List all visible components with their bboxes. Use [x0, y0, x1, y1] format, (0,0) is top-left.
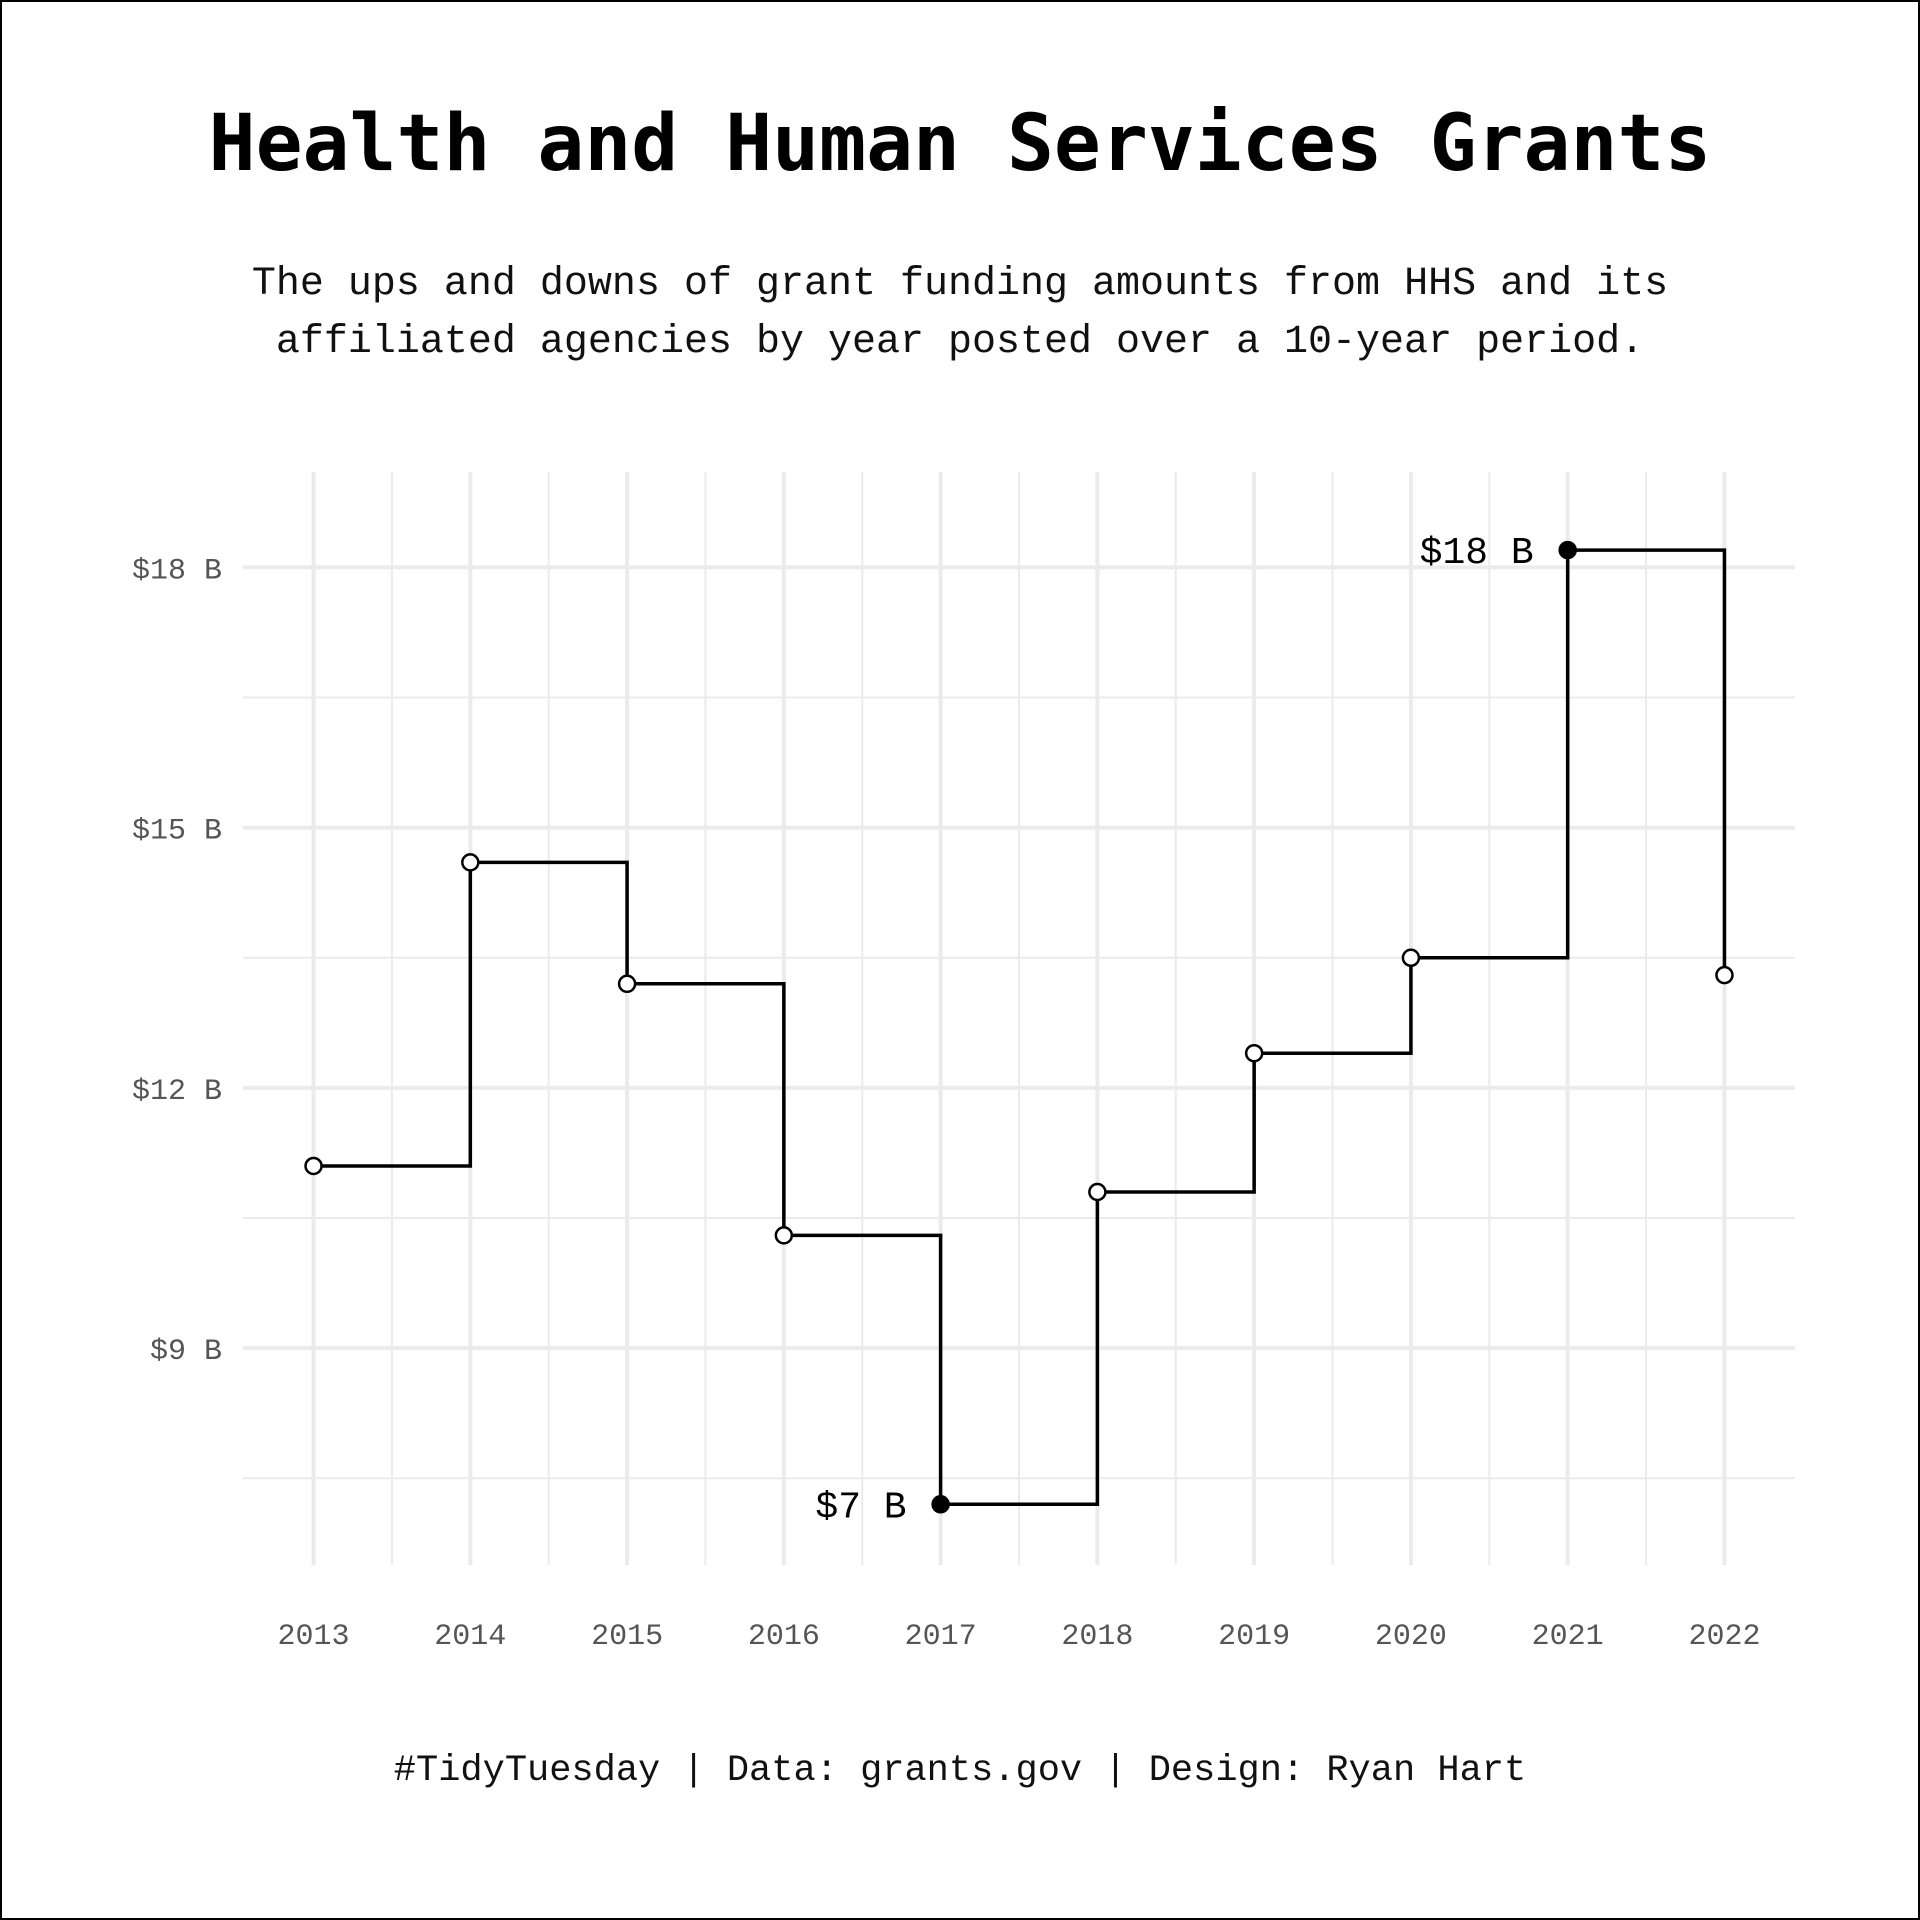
highlight-point — [1558, 540, 1577, 560]
x-tick-label: 2015 — [591, 1620, 663, 1654]
data-point — [1715, 965, 1734, 985]
data-point — [1244, 1043, 1264, 1063]
y-tick-label: $15 B — [132, 815, 222, 849]
highlight-point — [931, 1495, 950, 1514]
chart-caption: #TidyTuesday | Data: grants.gov | Design… — [393, 1750, 1527, 1792]
data-point — [774, 1226, 794, 1245]
x-tick-label: 2013 — [278, 1620, 350, 1654]
value-annotation: $7 B — [815, 1486, 906, 1529]
x-tick-label: 2020 — [1375, 1620, 1447, 1654]
y-tick-label: $9 B — [150, 1335, 222, 1369]
series-layer — [313, 548, 1727, 1507]
data-point — [1401, 948, 1421, 968]
data-point — [617, 974, 637, 994]
y-tick-label: $18 B — [132, 554, 222, 588]
x-tick-label: 2022 — [1688, 1620, 1760, 1654]
data-point — [1088, 1182, 1107, 1202]
annotations-layer: $7 B $18 B — [815, 532, 1533, 1529]
x-tick-label: 2018 — [1061, 1620, 1133, 1654]
value-annotation: $18 B — [1420, 532, 1534, 575]
x-tick-label: 2019 — [1218, 1620, 1290, 1654]
chart-subtitle: The ups and downs of grant funding amoun… — [160, 256, 1760, 372]
y-tick-label: $12 B — [132, 1075, 222, 1109]
subtitle-line-1: The ups and downs of grant funding amoun… — [251, 262, 1669, 307]
points-layer — [304, 540, 1734, 1514]
x-tick-label: 2016 — [748, 1620, 820, 1654]
data-point — [304, 1156, 323, 1176]
series-step-line — [313, 548, 1727, 1507]
subtitle-line-2: affiliated agencies by year posted over … — [275, 320, 1645, 365]
data-point — [461, 853, 480, 872]
x-tick-label: 2017 — [905, 1620, 977, 1654]
x-tick-label: 2021 — [1532, 1620, 1604, 1654]
minor-gridlines — [243, 472, 1795, 1565]
y-axis-ticks: $9 B $12 B $15 B $18 B — [132, 554, 222, 1369]
x-axis-ticks: 2013 2014 2015 2016 2017 2018 2019 2020 2021 2022 — [278, 1620, 1761, 1654]
x-tick-label: 2014 — [434, 1620, 506, 1654]
chart-title: Health and Human Services Grants — [208, 99, 1712, 189]
